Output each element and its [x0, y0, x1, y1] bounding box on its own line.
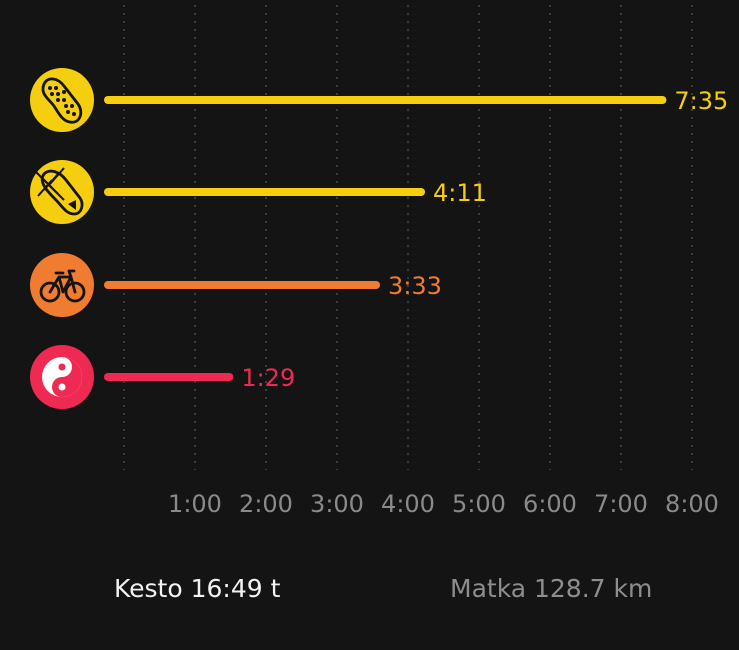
- activity-icons: [30, 68, 94, 409]
- x-axis-ticks: 1:00 2:00 3:00 4:00 5:00 6:00 7:00 8:00: [168, 490, 719, 518]
- x-tick-label: 5:00: [452, 490, 506, 518]
- x-tick-label: 7:00: [594, 490, 648, 518]
- grid-lines: [123, 5, 693, 470]
- x-tick-label: 8:00: [665, 490, 719, 518]
- value-label-running: 4:11: [433, 179, 487, 207]
- value-labels: 7:35 4:11 3:33 1:29: [241, 87, 728, 392]
- total-duration: Kesto 16:49 t: [114, 574, 281, 603]
- x-tick-label: 4:00: [381, 490, 435, 518]
- x-tick-label: 2:00: [239, 490, 293, 518]
- total-distance: Matka 128.7 km: [450, 574, 653, 603]
- value-label-walking: 7:35: [674, 87, 728, 115]
- value-label-yoga: 1:29: [241, 364, 295, 392]
- footprint-icon: [30, 68, 94, 132]
- bicycle-icon: [30, 253, 94, 317]
- yin-yang-icon: [30, 345, 94, 409]
- value-label-cycling: 3:33: [388, 272, 442, 300]
- bars: [104, 96, 667, 381]
- x-tick-label: 6:00: [523, 490, 577, 518]
- x-tick-label: 1:00: [168, 490, 222, 518]
- running-shoe-icon: [30, 160, 94, 224]
- x-tick-label: 3:00: [310, 490, 364, 518]
